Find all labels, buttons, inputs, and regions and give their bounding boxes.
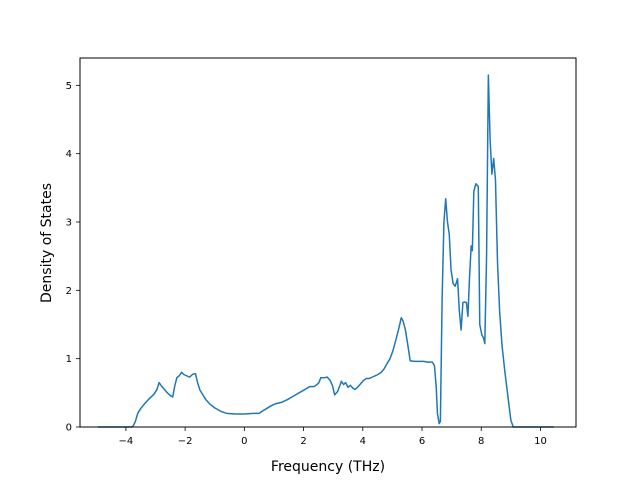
x-tick-label: 10 (534, 436, 547, 447)
y-tick-label: 4 (66, 149, 72, 160)
x-axis-label: Frequency (THz) (271, 459, 385, 475)
y-tick-label: 2 (66, 286, 72, 297)
dos-series-line-0 (97, 74, 554, 428)
x-tick-label: 0 (241, 436, 247, 447)
x-tick-label: 8 (478, 436, 484, 447)
y-axis-label: Density of States (39, 183, 55, 303)
x-tick-label: 4 (360, 436, 366, 447)
x-axis-ticks: −4 −2 0 2 4 6 8 10 (119, 427, 547, 447)
y-tick-label: 3 (66, 218, 72, 229)
x-tick-label: 2 (300, 436, 306, 447)
x-tick-label: −4 (119, 436, 134, 447)
y-axis-ticks: 0 1 2 3 4 5 (66, 81, 80, 434)
y-tick-label: 1 (66, 354, 72, 365)
y-tick-label: 5 (66, 81, 72, 92)
plot-frame (79, 57, 577, 428)
x-tick-label: 6 (419, 436, 425, 447)
series-layer (97, 74, 554, 428)
y-tick-label: 0 (66, 423, 72, 434)
x-tick-label: −2 (178, 436, 193, 447)
